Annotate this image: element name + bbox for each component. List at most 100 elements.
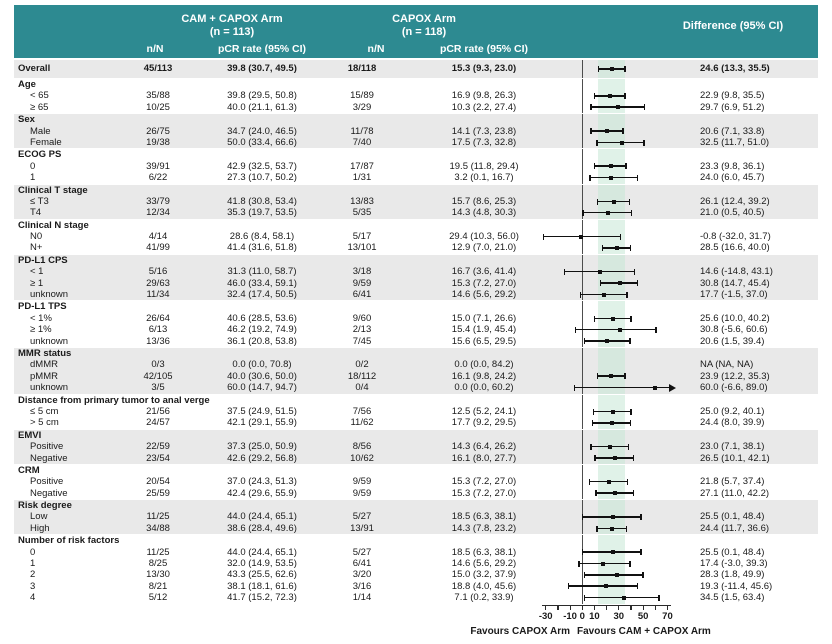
arm1-pcr-cell: 42.4 (29.6, 55.9) [227,487,297,499]
arm1-n-cell: 20/54 [146,476,170,488]
ci-cap-left [593,163,596,170]
ci-cap-left [573,384,576,391]
arm1-pcr-cell: 39.8 (30.7, 49.5) [227,63,297,74]
ci-cap-right [626,478,629,485]
zero-reference-line [581,429,583,442]
arm2-n-cell: 18/112 [347,370,377,382]
ci-cap-right [655,326,657,333]
group-header-label: Risk degree [18,500,72,512]
difference-cell: 24.0 (6.0, 45.7) [700,172,765,184]
ci-plot-cell [536,90,676,102]
arm1-pcr-cell: 44.0 (24.4, 65.1) [227,511,297,523]
ci-plot-cell [536,324,676,336]
group-header-row: EMVI [14,429,818,442]
arm1-pcr-cell: 31.3 (11.0, 58.7) [227,266,297,278]
ci-plot-cell [536,441,676,453]
point-estimate-marker [579,234,584,239]
arm1-pcr-cell: 34.7 (24.0, 46.5) [227,125,297,137]
arm2-n-cell: 18/118 [347,63,377,74]
arm1-n-cell: 5/16 [148,266,168,278]
ci-cap-right [636,280,639,287]
ci-cap-left [591,420,593,427]
point-estimate-marker [617,327,622,332]
table-row: 0 39/91 42.9 (32.5, 53.7) 17/87 19.5 (11.8, … [14,160,818,173]
arm1-n-cell: 3/5 [151,382,165,394]
ci-cap-right [627,443,630,450]
group-header-row: Distance from primary tumor to anal verg… [14,394,818,406]
ci-cap-right [629,338,631,345]
arm1-n: (n = 113) [209,25,255,38]
arm2-n-cell: 5/27 [352,546,372,558]
arm2-n-cell: 9/60 [352,312,372,324]
arm2-n-cell: 3/20 [352,569,372,581]
table-row: Low 11/25 44.0 (24.4, 65.1) 5/27 18.5 (6.3, … [14,511,818,523]
ci-plot-cell [536,114,676,126]
ci-plot-cell [536,136,676,149]
subgroup-label: unknown [30,335,69,347]
ci-plot-cell [536,266,676,278]
overall-ci-band [598,394,626,406]
axis-tick-label: 70 [662,610,673,622]
subgroup-label: Female [30,136,62,148]
ci-plot-cell [536,207,676,219]
ci-cap-right [622,128,624,135]
ci-plot-cell [536,242,676,254]
table-row: ≥ 1% 6/13 46.2 (19.2, 74.9) 2/13 15.4 (1.9, … [14,324,818,336]
ci-plot-cell [536,195,676,208]
point-estimate-marker [598,269,603,274]
point-estimate-marker [606,479,611,484]
axis-tick-label: -30 [538,610,553,622]
table-row: High 34/88 38.6 (28.4, 49.6) 13/91 14.3 (7.8… [14,522,818,535]
arm2-pcr-cell: 14.3 (4.8, 30.3) [451,207,517,219]
ci-bar [568,585,638,587]
arm2-n-cell: 6/41 [352,289,372,301]
table-row: Male 26/75 34.7 (24.0, 46.5) 11/78 14.1 (7.3… [14,125,818,137]
group-header-row: Clinical N stage [14,219,818,232]
arm1-n-cell: 22/59 [146,441,170,453]
group-header-label: Age [18,79,36,90]
subgroup-label: pMMR [30,370,58,382]
arm1-pcr-cell: 40.6 (28.5, 53.6) [227,312,297,324]
arm2-pcr-cell: 29.4 (10.3, 56.0) [449,231,519,243]
arm1-n-cell: 41/99 [146,242,170,254]
ci-cap-right [629,560,631,567]
group-header-row: ECOG PS [14,149,818,161]
ci-plot-cell [536,382,676,394]
point-estimate-marker [601,292,606,297]
arm2-pcr-cell: 17.5 (7.3, 32.8) [451,136,517,148]
arm2-n-cell: 7/40 [352,136,372,148]
ci-cap-left [596,373,599,380]
point-estimate-marker [608,164,613,169]
table-row: < 1 5/16 31.3 (11.0, 58.7) 3/18 16.7 (3.6, 4… [14,266,818,278]
zero-reference-line [581,592,583,604]
zero-reference-line [581,312,583,325]
ci-plot-cell [536,370,676,383]
zero-reference-line [581,242,583,254]
ci-cap-left [590,104,592,111]
table-row: dMMR 0/3 0.0 (0.0, 70.8) 0/2 0.0 (0.0, 84.2)… [14,359,818,371]
ci-cap-left [574,326,577,333]
ci-cap-right [630,408,632,415]
arm1-pcr-cell: 40.0 (21.1, 61.3) [227,101,297,113]
difference-cell: 25.5 (0.1, 48.4) [700,511,765,523]
zero-reference-line [581,569,583,581]
arm1-n-cell: 33/79 [146,195,170,207]
zero-reference-line [581,277,583,290]
arm1-pcr-cell: 0.0 (0.0, 70.8) [232,359,292,371]
arm2-n-cell: 11/78 [350,125,374,137]
difference-cell: -0.8 (-32.0, 31.7) [700,231,771,243]
arm1-n-cell: 8/21 [148,580,168,592]
difference-cell: 21.8 (5.7, 37.4) [700,476,765,488]
ci-plot-cell [536,347,676,360]
overall-ci-band [598,149,626,161]
difference-cell: 21.0 (0.5, 40.5) [700,207,765,219]
ci-cap-right [630,315,632,322]
subgroup-block: MMR status dMMR 0/3 0.0 (0.0, 70.8) 0/2 0.0 (… [14,347,818,394]
difference-cell: 17.4 (-3.0, 39.3) [700,558,768,570]
ci-plot-cell [536,417,676,429]
group-header-label: EMVI [18,429,42,441]
arm1-n-cell: 21/56 [146,405,170,417]
arm1-n-cell: 13/36 [146,335,170,347]
arm1-title: CAM + CAPOX Arm [181,13,283,25]
arm1-pcr-cell: 32.0 (14.9, 53.5) [227,558,297,570]
